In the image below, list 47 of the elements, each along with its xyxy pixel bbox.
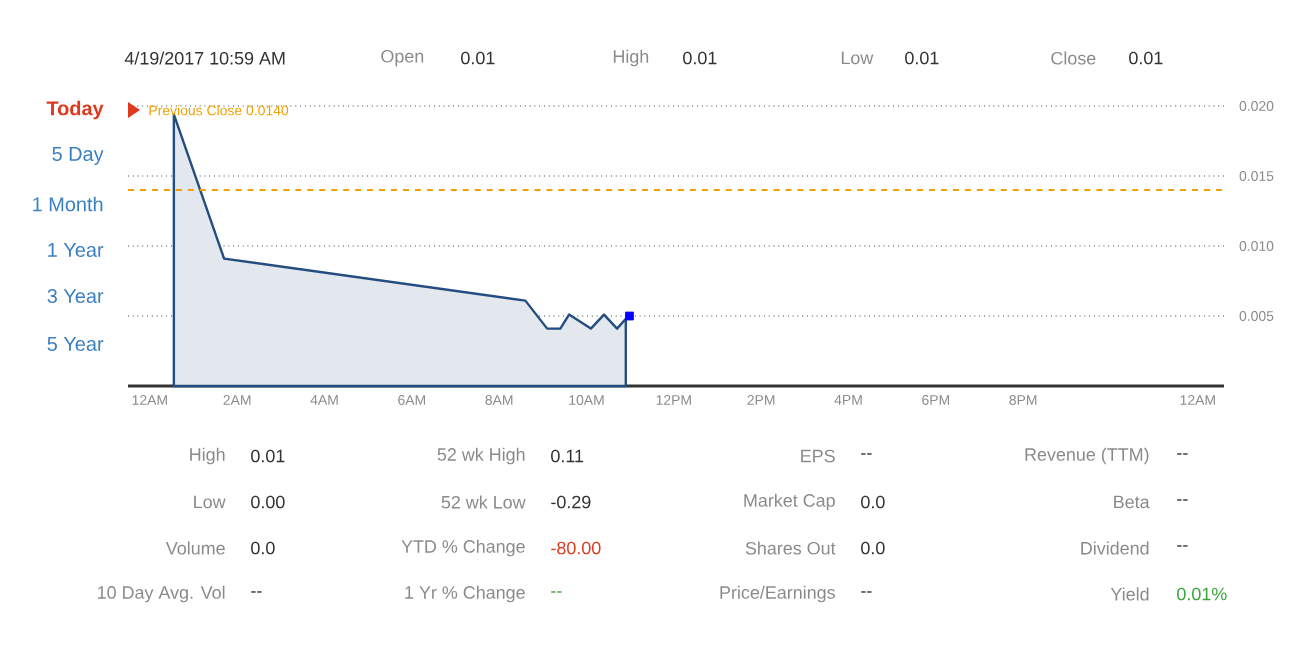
- text: 3 Year: [47, 288, 104, 304]
- text: 52 wk High: [437, 447, 525, 465]
- text: -0.29: [551, 495, 591, 509]
- text: --: [1177, 545, 1188, 547]
- text: 1 Month: [33, 196, 103, 212]
- text: Price/Earnings: [720, 585, 835, 603]
- text: 1 Yr % Change: [405, 585, 525, 603]
- text: 0.0: [861, 495, 885, 509]
- text: 0.01: [683, 51, 717, 65]
- text: 4/19/2017 10:59 AM: [124, 51, 285, 65]
- text: High: [190, 447, 225, 465]
- text: --: [861, 591, 872, 593]
- text: 0.01: [251, 449, 285, 463]
- text: Close: [1051, 51, 1096, 65]
- text: Low: [194, 495, 226, 509]
- text: 0.0: [251, 541, 275, 555]
- text: Shares Out: [745, 541, 836, 555]
- text: 0.11: [551, 449, 584, 463]
- text: 0.01%: [1177, 587, 1227, 601]
- text: 0.00: [251, 495, 285, 509]
- text: Dividend: [1081, 541, 1149, 555]
- text: --: [251, 591, 262, 593]
- text: 10 Day Avg. Vol: [98, 585, 225, 603]
- text: 5 Day: [52, 147, 104, 165]
- text: 5 Year: [47, 337, 104, 351]
- text: YTD % Change: [401, 539, 525, 557]
- text: 52 wk Low: [441, 495, 526, 509]
- text: --: [551, 591, 562, 593]
- text: 0.01: [1129, 51, 1163, 65]
- text: --: [1177, 499, 1188, 501]
- text: 0.01: [905, 51, 939, 65]
- text: --: [861, 453, 872, 455]
- text: High: [613, 49, 649, 67]
- text: -80.00: [551, 541, 601, 555]
- text: Low: [841, 51, 874, 65]
- text: 1 Year: [48, 243, 104, 257]
- text: --: [1177, 453, 1188, 455]
- text: Market Cap: [744, 493, 835, 511]
- text: Open: [381, 49, 424, 67]
- text: 0.01: [461, 51, 495, 65]
- text: Revenue (TTM): [1025, 447, 1149, 465]
- text: Yield: [1110, 587, 1149, 601]
- text: Volume: [165, 541, 225, 555]
- text: EPS: [801, 449, 835, 463]
- text: Beta: [1114, 495, 1150, 509]
- text: 0.0: [861, 541, 885, 555]
- text: Today: [46, 100, 104, 120]
